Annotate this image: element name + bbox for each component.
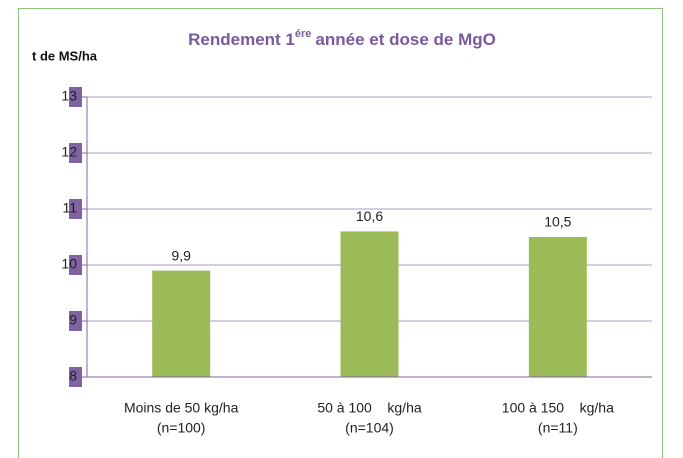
y-tick-label: 9 xyxy=(69,312,77,328)
y-tick-box xyxy=(69,367,82,387)
y-tick-label: 11 xyxy=(62,200,77,216)
bar xyxy=(528,237,587,377)
bar xyxy=(340,231,399,377)
y-tick-box xyxy=(69,255,82,275)
chart-title: Rendement 1ére année et dose de MgO xyxy=(188,28,496,50)
value-label: 10,5 xyxy=(544,214,571,230)
chart-frame xyxy=(18,8,663,458)
x-tick-label: (n=100) xyxy=(157,420,206,436)
y-tick-box xyxy=(69,87,82,107)
y-tick-label: 12 xyxy=(61,144,77,160)
y-tick-label: 13 xyxy=(61,88,77,104)
y-tick-box xyxy=(69,199,82,219)
bar xyxy=(152,270,211,377)
title-superscript: ére xyxy=(295,28,312,40)
y-axis-label: t de MS/ha xyxy=(32,48,98,63)
y-tick-box xyxy=(69,311,82,331)
y-tick-label: 8 xyxy=(69,368,77,384)
x-tick-label: 50 à 100 kg/ha xyxy=(317,400,422,416)
x-tick-label: (n=104) xyxy=(345,420,394,436)
title-part: année et dose de MgO xyxy=(315,30,495,49)
x-tick-label: 100 à 150 kg/ha xyxy=(502,400,614,416)
y-tick-box xyxy=(69,143,82,163)
title-part: Rendement 1 xyxy=(188,30,295,49)
x-tick-label: (n=11) xyxy=(538,420,578,436)
value-label: 9,9 xyxy=(171,247,191,263)
x-tick-label: Moins de 50 kg/ha xyxy=(124,400,239,416)
y-tick-label: 10 xyxy=(61,256,77,272)
value-label: 10,6 xyxy=(356,208,383,224)
